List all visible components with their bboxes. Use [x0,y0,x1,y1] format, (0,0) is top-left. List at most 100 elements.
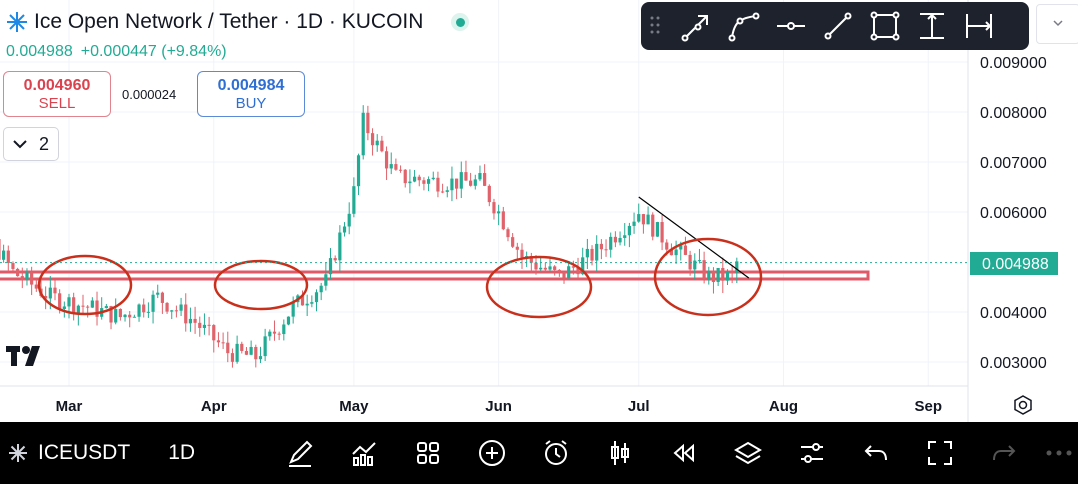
candle-body [548,266,552,270]
grid-icon [417,442,439,464]
brush-button[interactable] [268,433,332,473]
candle-body [6,250,10,264]
candle-body [665,242,669,250]
candle-body [464,172,468,181]
undo-button[interactable] [844,433,908,473]
candle-body [207,324,211,326]
path-tool-button[interactable] [720,6,767,46]
candle-body [90,300,94,308]
fullscreen-button[interactable] [908,433,972,473]
candle-body [669,249,674,256]
candle-body [193,318,197,323]
symbol-selector[interactable]: ICEUSDT [8,441,130,465]
candle-body [333,258,337,261]
arrow-icon [681,15,708,42]
candle-body [263,336,267,357]
y-tick-label: 0.003000 [980,355,1047,372]
candle-body [282,324,286,335]
horizontal-range-tool-button[interactable] [955,6,1002,46]
buy-price: 0.004984 [217,76,285,94]
candle-body [501,211,505,230]
timeframe-button[interactable]: 1D [168,441,196,464]
candle-body [693,260,697,270]
candle-body [711,271,716,283]
candle-body [291,302,295,317]
x-tick-label: May [339,398,369,415]
candle-body [258,356,263,360]
chart-type-button[interactable] [588,433,652,473]
candle-body [174,310,179,312]
candle-body [2,250,6,260]
symbol-title[interactable]: Ice Open Network / Tether · 1D · KUCOIN [34,10,424,33]
price-scale-menu[interactable] [1036,4,1078,44]
candle-body [30,272,34,285]
chart-settings-button[interactable] [1012,394,1034,416]
replay-button[interactable] [652,433,716,473]
last-price-tag: 0.004988 [970,252,1058,275]
candle-body [20,276,24,281]
candle-body [11,263,15,269]
candle-body [137,304,141,317]
candle-body [44,296,48,299]
trendline-tool-button[interactable] [814,6,861,46]
candle-body [95,300,99,317]
candle-body [86,306,90,308]
last-price-tag-bg [970,252,1058,275]
indicators-button[interactable] [332,433,396,473]
candle-body [674,249,678,256]
horizontal-range-icon [965,14,992,38]
candle-body [655,222,660,237]
candle-body [123,314,127,318]
arrow-tool-button[interactable] [673,6,720,46]
candle-body [492,202,496,214]
alert-button[interactable] [524,433,588,473]
candle-body [58,293,62,310]
candle-body [188,318,193,324]
vertical-range-tool-button[interactable] [908,6,955,46]
market-open-indicator [451,13,470,31]
rectangle-tool-button[interactable] [861,6,908,46]
layouts-button[interactable] [396,433,460,473]
horizontal-ray-tool-button[interactable] [767,6,814,46]
sell-button[interactable]: 0.004960 SELL [3,71,111,117]
indicators-toggle[interactable]: 2 [3,127,59,161]
candle-body [441,191,445,193]
candle-body [571,266,575,268]
candle-body [697,260,702,262]
candle-body [0,239,1,260]
settings-button[interactable] [780,433,844,473]
buy-button[interactable]: 0.004984 BUY [197,71,305,117]
candle-body [543,267,547,270]
candles-icon [611,441,629,465]
candle-body [450,178,454,191]
x-tick-label: Jul [628,398,650,415]
candle-body [483,173,487,186]
indicator-count: 2 [38,133,49,154]
candle-body [646,214,650,225]
sliders-icon [801,443,823,463]
y-tick-label: 0.008000 [980,105,1047,122]
candle-body [109,306,113,323]
object-tree-button[interactable] [716,433,780,473]
candle-body [25,272,29,281]
candle-body [300,295,305,306]
drag-handle-icon[interactable] [649,14,673,39]
more-button[interactable] [1044,438,1074,473]
undo-icon [864,445,887,461]
candle-body [469,180,473,186]
time-axis: Mar Apr May Jun Jul Aug Sep [56,398,942,415]
y-tick-label: 0.009000 [980,55,1047,72]
candle-body [221,342,225,344]
candle-body [394,164,398,170]
candle-body [599,243,603,250]
candle-body [581,257,585,275]
candle-body [497,211,501,214]
price-chart[interactable]: 0.009000 0.008000 0.007000 0.006000 0.004000… [0,0,1078,422]
candle-body [347,213,351,227]
candle-body [641,214,646,225]
fullscreen-icon [928,441,952,465]
candle-body [683,245,688,255]
candle-body [590,248,594,261]
redo-button[interactable] [972,433,1036,473]
compare-button[interactable] [460,433,524,473]
